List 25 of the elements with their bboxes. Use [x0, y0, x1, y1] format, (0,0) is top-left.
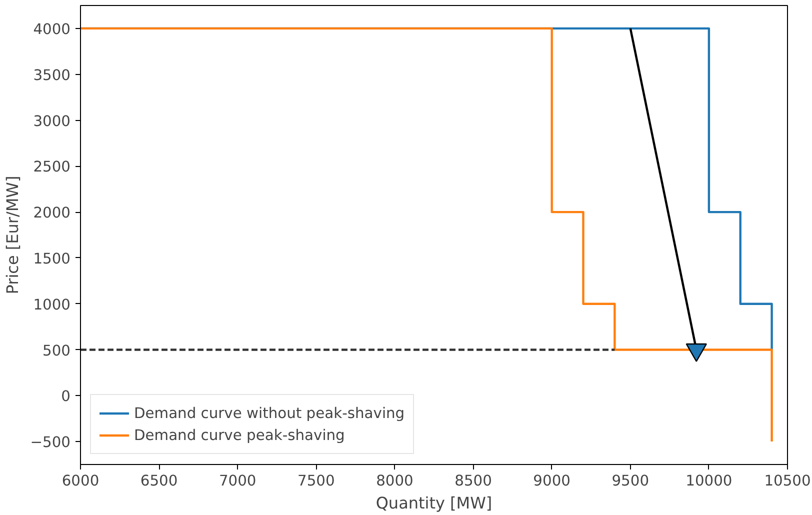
- y-tick-label: 1500: [33, 250, 71, 268]
- y-tick-label: −500: [30, 434, 71, 452]
- y-tick-label: 3500: [33, 66, 71, 84]
- y-tick-label: 2500: [33, 158, 71, 176]
- x-tick-label: 8000: [376, 472, 414, 490]
- x-tick-label: 6000: [62, 472, 100, 490]
- x-tick-label: 8500: [454, 472, 492, 490]
- y-tick-label: 2000: [33, 204, 71, 222]
- x-tick-label: 9000: [533, 472, 570, 490]
- y-tick-label: 3000: [33, 112, 71, 130]
- x-axis-title: Quantity [MW]: [376, 494, 492, 512]
- x-tick-label: 7000: [218, 472, 256, 490]
- legend-label: Demand curve peak-shaving: [134, 426, 345, 444]
- y-tick-label: 0: [61, 388, 71, 406]
- y-tick-label: 1000: [33, 296, 71, 314]
- y-axis-title: Price [Eur/MW]: [3, 176, 22, 294]
- x-tick-label: 10500: [764, 472, 811, 490]
- line-series: [80, 27, 773, 443]
- x-tick-label: 9500: [612, 472, 650, 490]
- x-tick-label: 6500: [140, 472, 178, 490]
- x-tick-label: 10000: [686, 472, 732, 490]
- legend-label: Demand curve without peak-shaving: [134, 404, 405, 422]
- y-tick-label: 500: [42, 342, 71, 360]
- y-tick-label: 4000: [33, 20, 71, 38]
- x-tick-label: 7500: [298, 472, 335, 490]
